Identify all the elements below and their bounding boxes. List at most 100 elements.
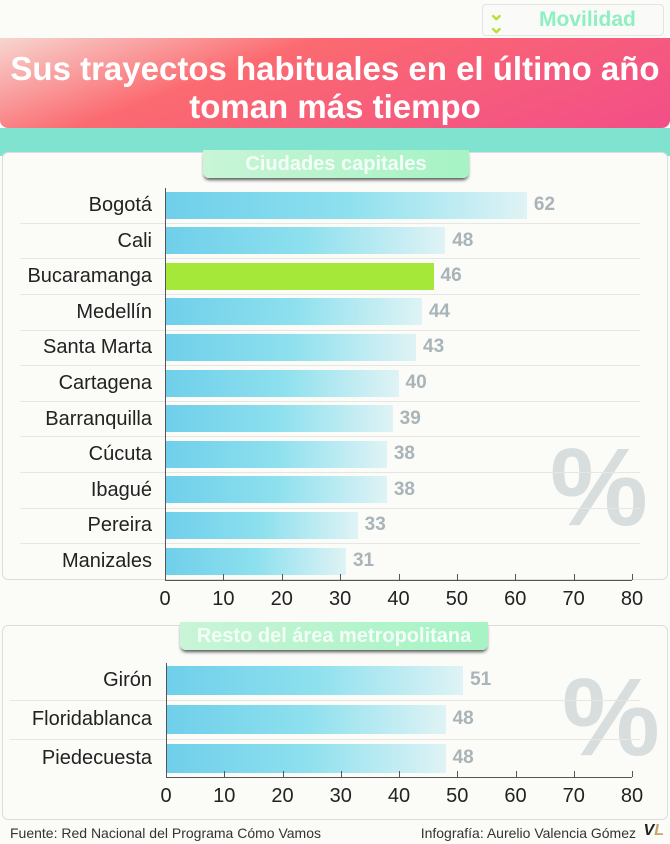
y-axis-line [165, 188, 166, 580]
category-label: Santa Marta [43, 336, 152, 359]
gridline [10, 699, 640, 701]
percent-sign: % [562, 656, 660, 779]
section-tag: Movilidad [482, 4, 664, 36]
bar [165, 333, 416, 361]
tick-label: 30 [329, 785, 352, 807]
tick-label: 70 [562, 588, 585, 610]
section-tag-label: Movilidad [539, 8, 636, 31]
category-label: Ibagué [90, 478, 152, 501]
bar [166, 743, 446, 773]
title-banner [0, 38, 670, 128]
tick-label: 20 [270, 588, 293, 610]
bar [165, 369, 399, 397]
category-label: Cali [117, 229, 152, 252]
value-label: 39 [399, 407, 421, 429]
x-axis-line [165, 580, 632, 581]
bar [165, 298, 422, 326]
category-label: Floridablanca [31, 708, 152, 730]
tick-label: 0 [160, 785, 172, 807]
category-label: Barranquilla [45, 407, 152, 430]
tick-mark [632, 771, 633, 777]
category-label: Bucaramanga [27, 265, 152, 288]
value-label: 62 [533, 194, 556, 215]
value-label: 48 [452, 229, 474, 251]
logo: VL [643, 822, 664, 839]
value-label: 48 [452, 747, 474, 768]
value-label: 38 [393, 443, 415, 465]
gridline [20, 507, 640, 509]
x-axis-line [166, 777, 632, 778]
tick-label: 80 [620, 588, 644, 610]
category-label: Girón [103, 669, 152, 691]
bar [165, 227, 446, 255]
gridline [10, 738, 640, 740]
category-label: Cúcuta [88, 443, 152, 466]
tick-label: 40 [387, 785, 411, 807]
bar [165, 262, 434, 290]
chart-title-capitals: Ciudades capitales [203, 150, 469, 178]
tick-label: 0 [159, 588, 171, 610]
tick-mark [573, 771, 575, 777]
bar [165, 405, 393, 433]
gridline [20, 543, 640, 545]
gridline [20, 365, 640, 367]
tick-mark [573, 574, 575, 580]
value-label: 40 [405, 372, 427, 393]
chart-title-metro: Resto del área metropolitana [180, 622, 488, 650]
tick-mark [456, 574, 458, 580]
value-label: 33 [364, 514, 386, 536]
tick-mark [632, 574, 633, 580]
category-label: Bogotá [88, 194, 152, 216]
bar [165, 476, 387, 504]
tick-mark [223, 574, 225, 580]
gridline [20, 400, 640, 402]
value-label: 43 [423, 336, 445, 358]
tick-label: 40 [387, 588, 410, 610]
chevron-down-icon: ⌄ ⌄ [488, 3, 505, 38]
tick-mark [282, 771, 284, 777]
gridline [20, 258, 640, 260]
page-title: Sus trayectos habituales en el último añ… [10, 50, 660, 125]
category-label: Manizales [61, 550, 152, 572]
bar [165, 440, 387, 468]
value-label: 46 [440, 265, 462, 287]
bar [165, 511, 358, 539]
bar [166, 704, 446, 734]
value-label: 44 [428, 300, 450, 322]
tick-label: 50 [445, 588, 468, 610]
category-label: Medellín [76, 300, 152, 323]
tick-mark [398, 574, 400, 580]
credit-note: Infografía: Aurelio Valencia Gómez [420, 825, 636, 841]
category-label: Pereira [87, 514, 152, 537]
tick-label: 60 [504, 588, 527, 610]
tick-mark [399, 771, 400, 777]
tick-mark [515, 574, 517, 580]
value-label: 48 [452, 708, 474, 729]
source-note: Fuente: Red Nacional del Programa Cómo V… [10, 825, 322, 841]
category-label: Piedecuesta [41, 747, 152, 769]
tick-label: 10 [213, 785, 236, 807]
bar [165, 191, 527, 219]
bar [166, 665, 464, 695]
tick-mark [340, 771, 342, 777]
tick-label: 80 [620, 785, 644, 807]
gridline [20, 436, 640, 438]
value-label: 31 [352, 550, 375, 571]
gridline [20, 294, 640, 295]
percent-sign: % [550, 426, 648, 549]
tick-label: 70 [562, 785, 585, 807]
category-label: Cartagena [58, 372, 152, 394]
tick-label: 20 [271, 785, 294, 807]
y-axis-line [166, 663, 167, 777]
tick-mark [281, 574, 283, 580]
tick-mark [515, 771, 517, 777]
value-label: 51 [470, 669, 492, 690]
value-label: 38 [393, 478, 415, 500]
tick-label: 30 [329, 588, 352, 610]
tick-mark [457, 771, 459, 777]
gridline [20, 472, 640, 473]
bar [165, 547, 346, 575]
tick-mark [340, 574, 342, 580]
tick-label: 60 [504, 785, 527, 807]
gridline [20, 329, 640, 331]
